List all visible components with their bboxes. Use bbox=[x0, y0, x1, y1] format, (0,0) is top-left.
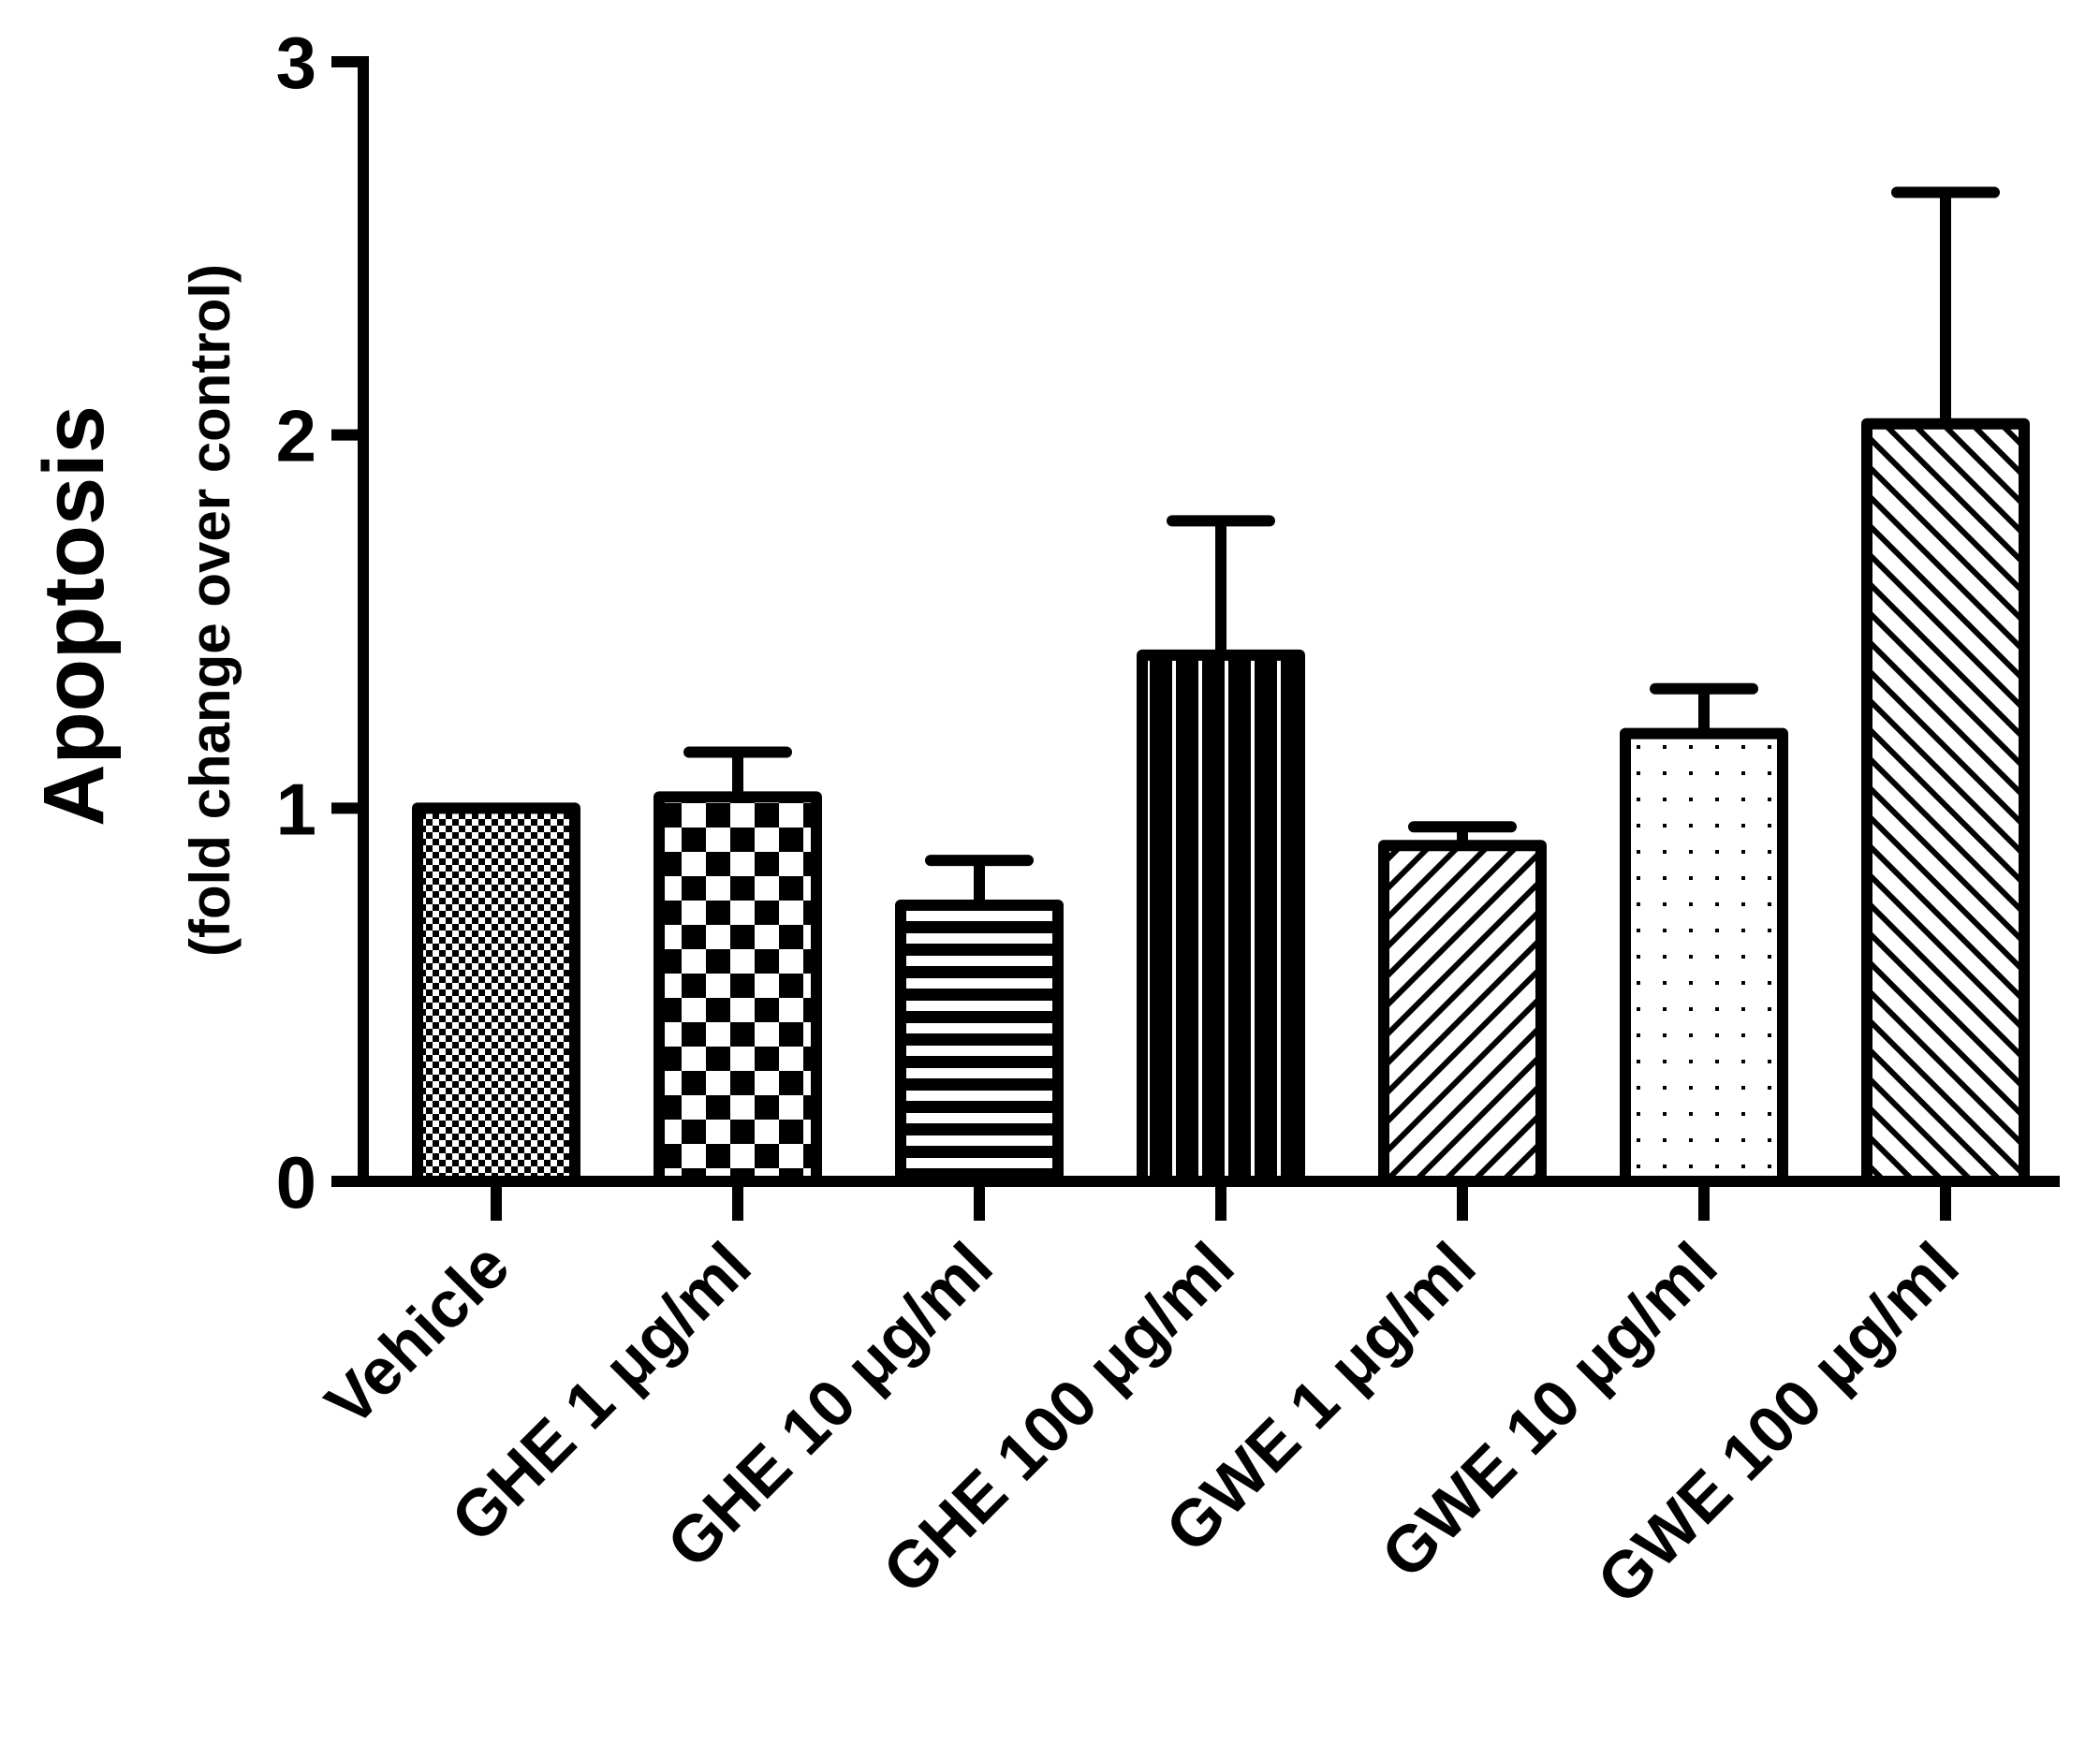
y-tick-label: 2 bbox=[276, 395, 316, 477]
x-tick-label: Vehicle bbox=[312, 1228, 523, 1440]
bar-3 bbox=[895, 899, 1064, 1188]
y-axis-sublabel: (fold change over control) bbox=[179, 264, 242, 957]
y-tick-label: 1 bbox=[276, 768, 316, 850]
bar-1 bbox=[412, 802, 580, 1187]
y-axis-title: Apoptosis (fold change over control) bbox=[26, 264, 242, 957]
y-axis: 0 1 2 3 bbox=[276, 22, 369, 1223]
bar-7 bbox=[1861, 418, 2030, 1187]
y-tick-label: 3 bbox=[276, 22, 316, 104]
bar-6 bbox=[1620, 727, 1788, 1187]
bar-2 bbox=[653, 791, 822, 1188]
y-tick-label: 0 bbox=[276, 1141, 316, 1223]
error-bars-group bbox=[683, 186, 2000, 905]
y-axis-label: Apoptosis bbox=[26, 405, 122, 827]
bar-5 bbox=[1378, 840, 1547, 1187]
bar-4 bbox=[1137, 649, 1305, 1187]
bars-group bbox=[412, 418, 2030, 1188]
